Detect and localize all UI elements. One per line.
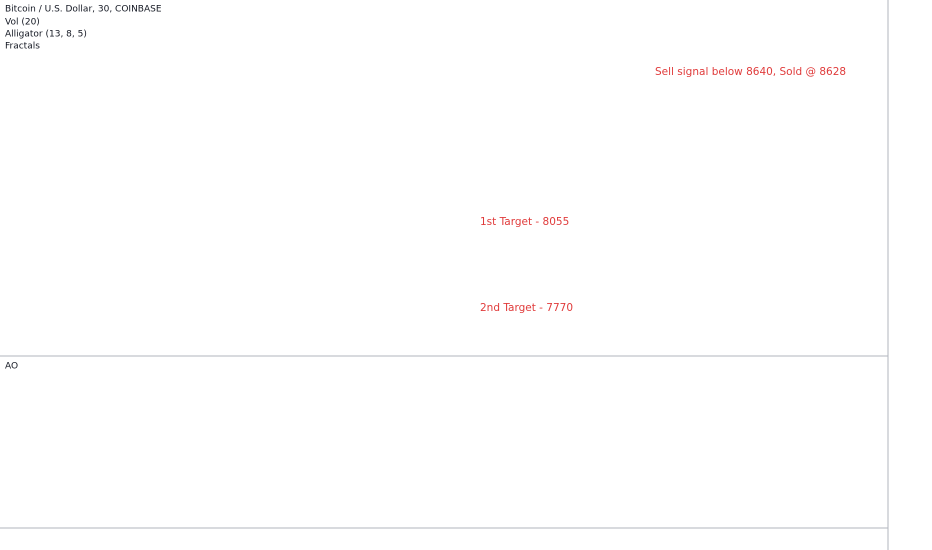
annotation: 2nd Target - 7770	[480, 302, 573, 314]
ao-label: AO	[5, 362, 18, 372]
annotation: Sell signal below 8640, Sold @ 8628	[655, 66, 846, 78]
chart-title: Bitcoin / U.S. Dollar, 30, COINBASE	[5, 5, 162, 15]
annotation: 1st Target - 8055	[480, 216, 569, 228]
indicator-label: Fractals	[5, 42, 40, 52]
indicator-label: Alligator (13, 8, 5)	[5, 30, 87, 40]
indicator-label: Vol (20)	[5, 18, 40, 28]
